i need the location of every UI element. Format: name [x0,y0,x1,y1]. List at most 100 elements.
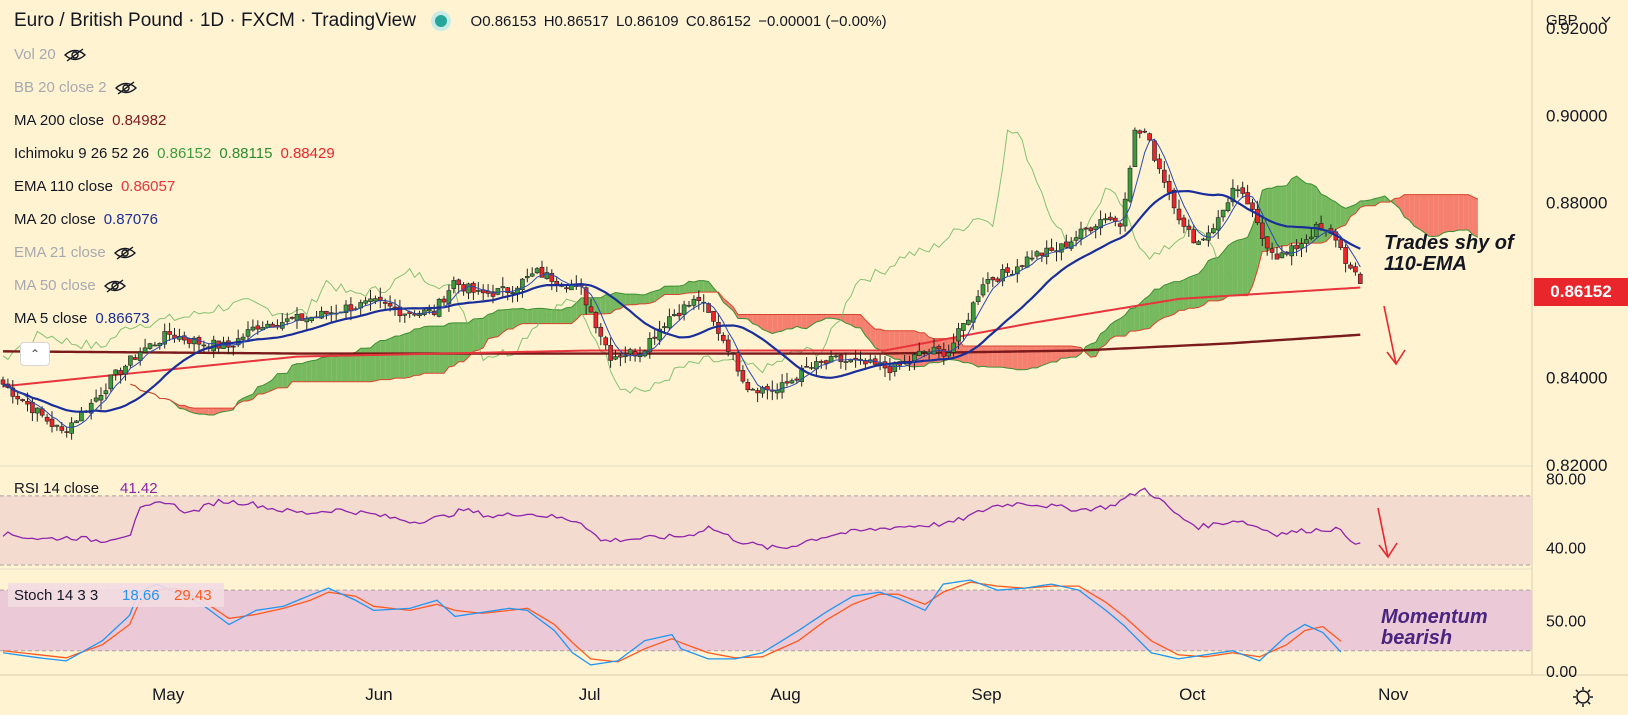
gear-icon[interactable] [1573,687,1593,707]
cloud-segment [306,360,312,382]
ohlc-open: O0.86153 [470,13,537,30]
stoch-d-value: 29.43 [174,587,212,604]
symbol-title[interactable]: Euro / British Pound · 1D · FXCM · Tradi… [14,10,416,31]
cloud-segment [728,302,734,311]
cloud-segment [605,294,611,314]
cloud-segment [1017,346,1023,370]
candle-body [1000,269,1005,282]
indicator-legend-item[interactable]: MA 5 close 0.86673 [14,310,158,327]
cloud-segment [1223,245,1228,300]
cloud-segment [301,361,307,382]
cloud-segment [929,337,934,363]
stoch-d-line [2,581,1342,663]
cloud-segment [1066,346,1072,359]
indicator-legend-item[interactable]: MA 200 close 0.84982 [14,112,174,129]
indicator-legend-item[interactable]: EMA 110 close 0.86057 [14,178,183,195]
cloud-segment [1149,289,1155,329]
annotation-stoch-line1: Momentum [1381,606,1488,628]
cloud-segment [1007,346,1013,369]
eye-hidden-icon[interactable] [63,48,86,62]
cloud-segment [1242,237,1248,296]
cloud-segment [478,318,484,351]
cloud-segment [600,294,606,314]
cloud-segment [1394,197,1400,209]
candle-body [1142,130,1147,133]
cloud-segment [987,346,993,368]
indicator-name: Vol 20 [14,46,56,63]
cloud-segment [419,326,425,376]
cloud-segment [679,284,685,295]
cloud-segment [556,309,562,324]
candle-body [231,345,236,348]
price-tick-label: 0.82000 [1546,456,1607,475]
cloud-segment [1345,206,1351,226]
candle-body [201,344,207,347]
cloud-segment [292,363,297,382]
eye-hidden-icon[interactable] [103,279,126,293]
indicator-legend-item[interactable]: BB 20 close 2 [14,79,145,96]
cloud-segment [326,355,332,382]
candle-body [804,366,809,368]
candle-body [1014,266,1020,275]
month-label: Nov [1378,685,1409,704]
collapse-legend-button[interactable]: ⌃ [20,342,50,366]
indicator-legend-item[interactable]: Vol 20 [14,46,94,63]
cloud-segment [404,332,410,379]
eye-hidden-icon[interactable] [114,81,137,95]
cloud-segment [1252,210,1258,286]
candle-body [794,378,800,381]
indicator-name: Ichimoku 9 26 52 26 [14,145,150,162]
candle-body [471,282,476,293]
cloud-segment [747,314,753,324]
candle-body [956,328,961,342]
cloud-segment [267,379,273,393]
candle-body [593,312,599,329]
candle-body [1029,257,1035,260]
candle-body [1245,192,1250,205]
candle-body [1289,245,1294,257]
cloud-segment [733,306,738,319]
candle-body [289,316,295,319]
cloud-segment [894,330,900,360]
candle-body [1250,202,1255,210]
month-label: May [152,685,185,704]
cloud-segment [439,326,444,374]
indicator-legend-item[interactable]: EMA 21 close [14,244,144,261]
candle-body [1240,187,1245,194]
price-tick-label: 0.90000 [1546,106,1607,125]
candle-body [475,290,481,292]
cloud-segment [1286,178,1292,246]
cloud-segment [978,346,983,367]
candle-body [1230,187,1236,203]
indicator-value: 0.87076 [103,211,158,228]
gear-tooth [1587,689,1591,693]
arrow-head [1378,542,1398,559]
candle-body [799,367,805,382]
candle-body [1260,222,1265,239]
candle-body [240,336,246,340]
candle-body [1039,252,1045,256]
month-label: Aug [770,685,800,704]
candle-body [647,338,653,353]
candle-body [103,390,109,395]
candle-body [912,354,917,361]
candle-body [319,310,324,319]
candle-body [1235,189,1241,192]
cloud-segment [1330,199,1336,237]
cloud-segment [693,280,699,293]
indicator-legend-item[interactable]: Ichimoku 9 26 52 26 0.86152 0.88115 0.88429 [14,145,343,162]
cloud-segment [414,328,420,376]
candle-body [1078,228,1084,240]
indicator-value: 0.86152 [157,145,212,162]
cloud-segment [1110,321,1116,339]
candle-body [1299,243,1304,249]
candle-body [995,278,1001,282]
eye-hidden-icon[interactable] [113,246,136,260]
indicator-legend-item[interactable]: MA 20 close 0.87076 [14,211,166,228]
candle-body [1117,223,1123,227]
candle-body [1122,198,1128,227]
annotation-main: Trades shy of 110-EMA [1384,233,1514,275]
candle-body [1313,224,1319,237]
indicator-legend-item[interactable]: MA 50 close [14,277,134,294]
